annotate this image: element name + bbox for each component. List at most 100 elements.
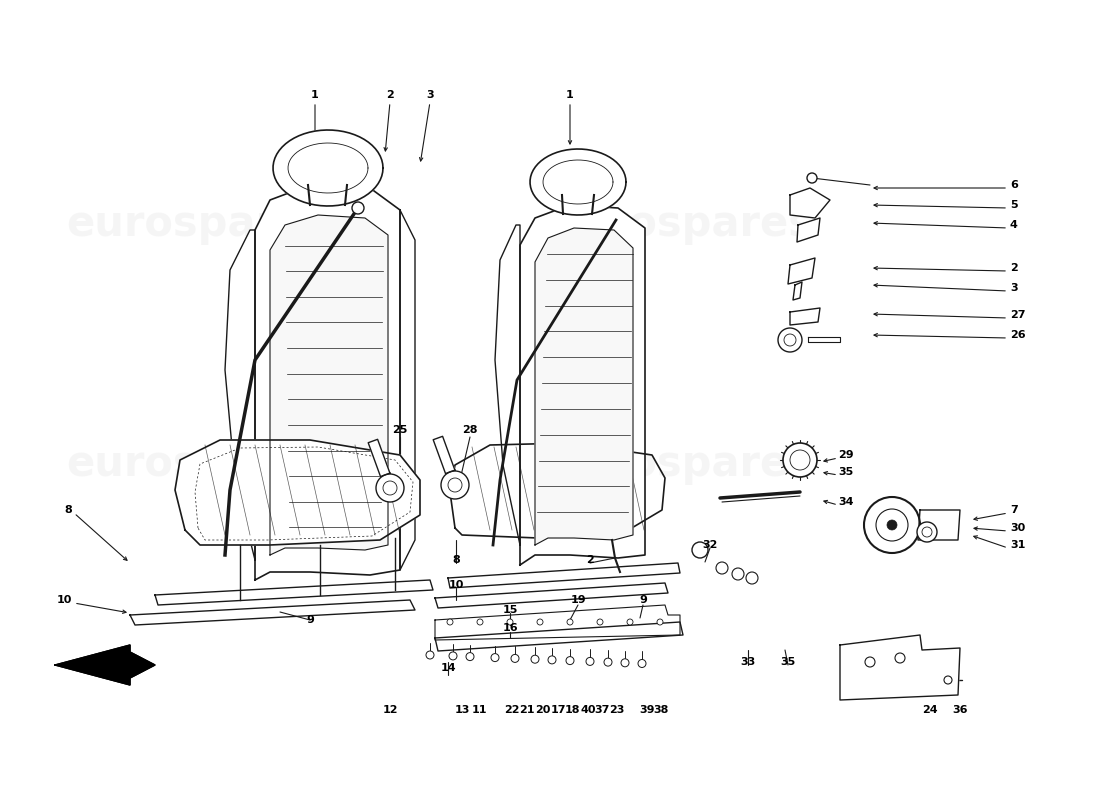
Text: 26: 26	[1010, 330, 1025, 340]
Text: 2: 2	[1010, 263, 1018, 273]
Circle shape	[566, 657, 574, 665]
Circle shape	[783, 443, 817, 477]
Polygon shape	[433, 436, 455, 474]
Polygon shape	[434, 605, 680, 640]
Polygon shape	[434, 622, 683, 651]
Circle shape	[638, 659, 646, 667]
Text: 9: 9	[306, 615, 313, 625]
Circle shape	[477, 619, 483, 625]
Text: 29: 29	[838, 450, 854, 460]
Text: 33: 33	[740, 657, 756, 667]
Circle shape	[922, 527, 932, 537]
Text: 3: 3	[1010, 283, 1018, 293]
Text: 14: 14	[440, 663, 455, 673]
Polygon shape	[793, 282, 802, 300]
Text: 18: 18	[564, 705, 580, 715]
Circle shape	[621, 658, 629, 666]
Circle shape	[531, 655, 539, 663]
Polygon shape	[530, 149, 626, 215]
Polygon shape	[270, 215, 388, 555]
Circle shape	[597, 619, 603, 625]
Circle shape	[448, 478, 462, 492]
Text: eurospares: eurospares	[66, 203, 330, 245]
Text: 20: 20	[536, 705, 551, 715]
Text: eurospares: eurospares	[550, 203, 814, 245]
Text: 10: 10	[449, 580, 464, 590]
Polygon shape	[255, 185, 400, 580]
Polygon shape	[450, 443, 666, 538]
Text: 37: 37	[594, 705, 609, 715]
Text: 5: 5	[1010, 200, 1018, 210]
Polygon shape	[226, 230, 255, 560]
Polygon shape	[808, 337, 840, 342]
Text: 21: 21	[519, 705, 535, 715]
Polygon shape	[273, 130, 383, 206]
Circle shape	[692, 542, 708, 558]
Circle shape	[807, 173, 817, 183]
Circle shape	[887, 520, 896, 530]
Text: 1: 1	[566, 90, 574, 100]
Polygon shape	[175, 440, 420, 545]
Circle shape	[864, 497, 920, 553]
Text: 2: 2	[386, 90, 394, 100]
Text: 25: 25	[393, 425, 408, 435]
Circle shape	[784, 334, 796, 346]
Circle shape	[447, 619, 453, 625]
Circle shape	[627, 619, 632, 625]
Polygon shape	[790, 188, 830, 218]
Text: 10: 10	[56, 595, 72, 605]
Circle shape	[507, 619, 513, 625]
Polygon shape	[918, 510, 960, 540]
Text: 8: 8	[452, 555, 460, 565]
Text: 39: 39	[639, 705, 654, 715]
Polygon shape	[788, 258, 815, 284]
Text: 13: 13	[454, 705, 470, 715]
Polygon shape	[495, 225, 520, 545]
Text: 28: 28	[462, 425, 477, 435]
Circle shape	[441, 471, 469, 499]
Text: eurospares: eurospares	[550, 443, 814, 485]
Text: 11: 11	[471, 705, 486, 715]
Circle shape	[352, 202, 364, 214]
Circle shape	[586, 658, 594, 666]
Text: 27: 27	[1010, 310, 1025, 320]
Text: 35: 35	[780, 657, 795, 667]
Text: 9: 9	[639, 595, 647, 605]
Polygon shape	[130, 600, 415, 625]
Circle shape	[566, 619, 573, 625]
Text: 6: 6	[1010, 180, 1018, 190]
Text: 35: 35	[838, 467, 854, 477]
Circle shape	[466, 653, 474, 661]
Text: 38: 38	[653, 705, 669, 715]
Circle shape	[512, 654, 519, 662]
Text: 34: 34	[838, 497, 854, 507]
Circle shape	[944, 676, 952, 684]
Circle shape	[746, 572, 758, 584]
Circle shape	[732, 568, 744, 580]
Text: 30: 30	[1010, 523, 1025, 533]
Text: 23: 23	[609, 705, 625, 715]
Polygon shape	[535, 228, 632, 545]
Circle shape	[604, 658, 612, 666]
Text: 16: 16	[503, 623, 518, 633]
Text: 3: 3	[426, 90, 433, 100]
Circle shape	[895, 653, 905, 663]
Text: 32: 32	[702, 540, 717, 550]
Circle shape	[548, 656, 556, 664]
Circle shape	[426, 651, 434, 659]
Circle shape	[376, 474, 404, 502]
Text: 22: 22	[504, 705, 519, 715]
Text: 1: 1	[311, 90, 319, 100]
Circle shape	[917, 522, 937, 542]
Circle shape	[876, 509, 907, 541]
Text: 19: 19	[570, 595, 586, 605]
Text: 4: 4	[1010, 220, 1018, 230]
Polygon shape	[55, 645, 155, 685]
Circle shape	[449, 652, 456, 660]
Polygon shape	[840, 635, 960, 700]
Polygon shape	[368, 439, 389, 477]
Polygon shape	[434, 583, 668, 608]
Text: 36: 36	[953, 705, 968, 715]
Text: 15: 15	[503, 605, 518, 615]
Text: 40: 40	[581, 705, 596, 715]
